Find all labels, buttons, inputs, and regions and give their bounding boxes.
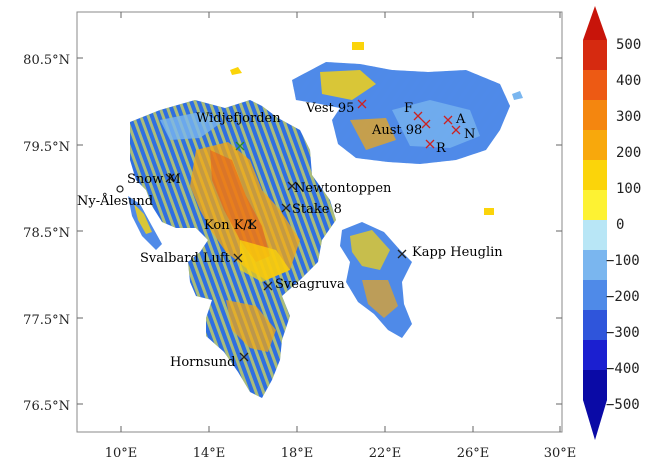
colorbar-segment	[583, 370, 607, 401]
station-marker	[413, 111, 423, 121]
lon-tick-label: 18°E	[281, 446, 314, 461]
colorbar-segment	[583, 70, 607, 101]
longitude-axis: 10°E 14°E 18°E 22°E 26°E 30°E	[105, 446, 577, 461]
frame-ticks	[77, 12, 562, 432]
station-marker	[357, 99, 367, 109]
station-marker	[239, 352, 249, 362]
station-marker	[165, 173, 175, 183]
colorbar-top-arrow	[583, 6, 607, 40]
colorbar: 500 400 300 200 100 0 −100 −200 −300 −40…	[583, 6, 641, 440]
colorbar-label: 300	[616, 109, 641, 125]
label-snow-m: Snow M	[127, 172, 181, 187]
land-nordaustlandet	[292, 62, 510, 164]
land-prins-karls-forland	[128, 196, 162, 250]
label-vest-95: Vest 95	[305, 101, 354, 116]
label-f: F	[404, 101, 413, 116]
colorbar-label: 0	[616, 217, 624, 233]
label-a: A	[455, 112, 466, 127]
colorbar-bottom-arrow	[583, 400, 607, 440]
colorbar-segment	[583, 310, 607, 341]
label-n: N	[464, 127, 475, 142]
label-newtontoppen: Newtontoppen	[294, 181, 392, 196]
station-marker	[281, 203, 291, 213]
latitude-axis: 80.5°N 79.5°N 78.5°N 77.5°N 76.5°N	[23, 53, 70, 414]
station-marker	[235, 141, 245, 151]
label-stake-8: Stake 8	[292, 202, 342, 217]
colorbar-segment	[583, 340, 607, 371]
station-labels: Vest 95 F A Aust 98 N R Widjefjorden Sno…	[77, 101, 503, 370]
label-aust-98: Aust 98	[371, 123, 422, 138]
colorbar-segment	[583, 40, 607, 71]
label-kapp-heuglin: Kapp Heuglin	[412, 245, 503, 260]
colorbar-labels: 500 400 300 200 100 0 −100 −200 −300 −40…	[606, 37, 641, 413]
lon-tick-label: 30°E	[544, 446, 577, 461]
colorbar-segment	[583, 100, 607, 131]
colorbar-segment	[583, 190, 607, 221]
label-widjefjorden: Widjefjorden	[196, 111, 281, 126]
station-markers	[116, 99, 461, 362]
land-spitsbergen	[130, 100, 336, 398]
station-marker	[397, 249, 407, 259]
colorbar-label: 200	[616, 145, 641, 161]
colorbar-label: 100	[616, 181, 641, 197]
colorbar-segment	[583, 160, 607, 191]
colorbar-label: −100	[606, 253, 640, 269]
station-marker	[451, 125, 461, 135]
lat-tick-label: 78.5°N	[23, 226, 70, 241]
label-sveagruva: Sveagruva	[275, 277, 345, 292]
label-svalbard-luft: Svalbard Luft	[140, 251, 231, 266]
lat-tick-label: 79.5°N	[23, 140, 70, 155]
lat-tick-label: 77.5°N	[23, 313, 70, 328]
station-marker	[287, 181, 297, 191]
colorbar-label: −500	[606, 397, 640, 413]
station-marker	[116, 185, 124, 193]
colorbar-segments	[583, 40, 607, 401]
colorbar-label: −200	[606, 289, 640, 305]
lon-tick-label: 26°E	[457, 446, 490, 461]
lat-tick-label: 76.5°N	[23, 399, 70, 414]
station-marker	[425, 139, 435, 149]
lon-tick-label: 10°E	[105, 446, 138, 461]
station-marker	[263, 281, 273, 291]
colorbar-segment	[583, 220, 607, 251]
land-kvitoya-islets	[230, 42, 523, 215]
lon-tick-label: 14°E	[193, 446, 226, 461]
station-marker	[247, 219, 257, 229]
label-kon-kl: Kon K/L	[204, 218, 257, 233]
colorbar-segment	[583, 250, 607, 281]
station-marker	[233, 253, 243, 263]
station-marker	[443, 115, 453, 125]
colorbar-label: −300	[606, 325, 640, 341]
colorbar-label: 500	[616, 37, 641, 53]
lat-tick-label: 80.5°N	[23, 53, 70, 68]
colorbar-label: −400	[606, 361, 640, 377]
colorbar-label: 400	[616, 73, 641, 89]
label-ny-alesund: Ny-Ålesund	[77, 193, 153, 209]
label-r: R	[436, 141, 447, 156]
lon-tick-label: 22°E	[369, 446, 402, 461]
colorbar-segment	[583, 280, 607, 311]
land-barentsoya-edgeoya	[340, 222, 412, 338]
station-marker	[421, 119, 431, 129]
label-hornsund: Hornsund	[170, 355, 236, 370]
colorbar-segment	[583, 130, 607, 161]
